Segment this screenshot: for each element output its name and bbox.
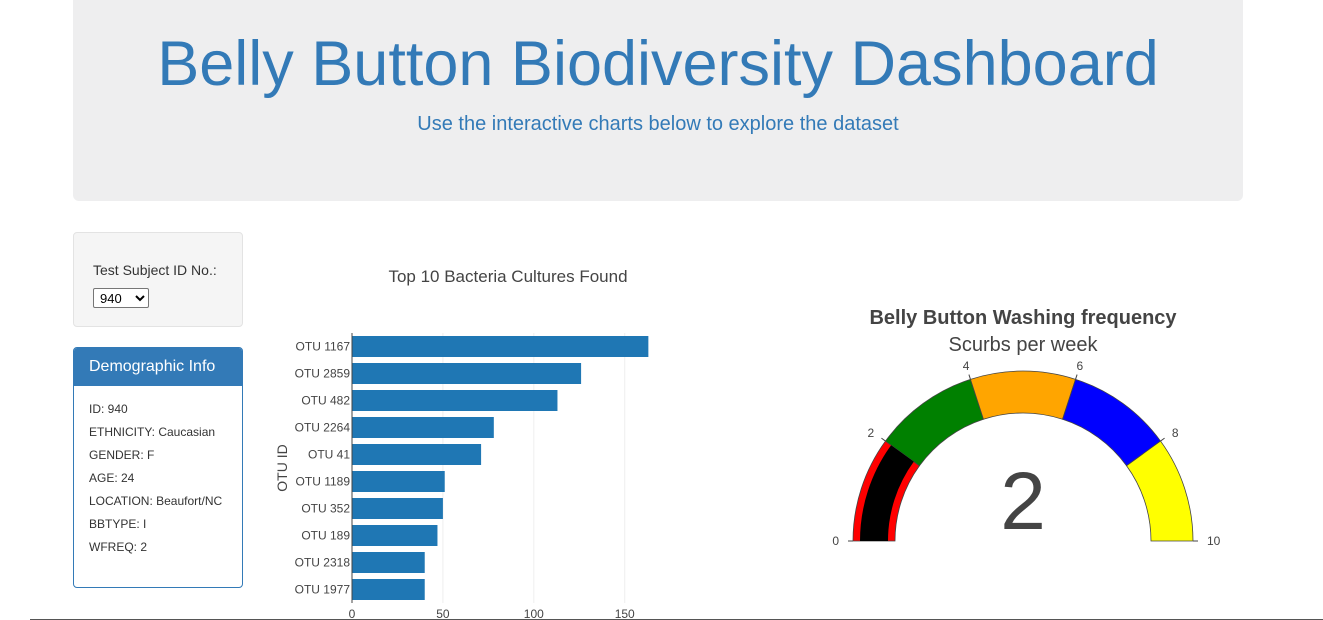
- bar[interactable]: [352, 444, 482, 465]
- bar[interactable]: [352, 498, 443, 519]
- bar[interactable]: [352, 552, 425, 573]
- y-tick-label: OTU 41: [308, 448, 350, 462]
- gauge-tick: [1160, 437, 1165, 442]
- gauge-tick-label: 4: [963, 359, 970, 373]
- demographic-panel-body: ID: 940 ETHNICITY: Caucasian GENDER: F A…: [74, 386, 242, 571]
- bar-chart[interactable]: Top 10 Bacteria Cultures Found 0 50 100 150 O…: [270, 250, 690, 620]
- bar[interactable]: [352, 471, 445, 492]
- header-jumbotron: Belly Button Biodiversity Dashboard Use …: [73, 0, 1243, 201]
- demographic-age: AGE: 24: [89, 471, 135, 485]
- bar[interactable]: [352, 336, 649, 357]
- gauge-band[interactable]: [1125, 440, 1194, 542]
- demographic-id: ID: 940: [89, 402, 128, 416]
- bar[interactable]: [352, 525, 438, 546]
- gauge-tick: [881, 437, 886, 442]
- gauge-tick-label: 6: [1077, 359, 1084, 373]
- y-tick-label: OTU 189: [301, 529, 350, 543]
- subject-id-label: Test Subject ID No.:: [93, 262, 217, 278]
- x-tick-label: 150: [615, 607, 635, 620]
- bar-chart-title: Top 10 Bacteria Cultures Found: [388, 267, 627, 286]
- gauge-tick: [1075, 374, 1078, 380]
- demographic-ethnicity: ETHNICITY: Caucasian: [89, 425, 216, 439]
- gauge-tick-label: 8: [1172, 426, 1179, 440]
- x-tick-label: 50: [436, 607, 450, 620]
- demographic-gender: GENDER: F: [89, 448, 155, 462]
- demographic-location: LOCATION: Beaufort/NC: [89, 494, 223, 508]
- gauge-tick-label: 0: [832, 534, 839, 548]
- x-tick-label: 100: [524, 607, 544, 620]
- gauge-tick-label: 10: [1207, 534, 1221, 548]
- bar[interactable]: [352, 390, 558, 411]
- demographic-panel: Demographic Info ID: 940 ETHNICITY: Cauc…: [73, 347, 243, 588]
- bar[interactable]: [352, 417, 494, 438]
- page-subtitle: Use the interactive charts below to expl…: [417, 113, 899, 135]
- demographic-wfreq: WFREQ: 2: [89, 540, 148, 554]
- gauge-tick-label: 2: [867, 426, 874, 440]
- bar[interactable]: [352, 363, 582, 384]
- gauge-value-bar: [860, 445, 914, 541]
- y-tick-label: OTU 482: [301, 394, 350, 408]
- y-tick-label: OTU 1189: [296, 475, 351, 489]
- gauge-title: Belly Button Washing frequency: [869, 307, 1177, 329]
- x-tick-label: 0: [349, 607, 356, 620]
- y-tick-label: OTU 2318: [295, 556, 351, 570]
- demographic-bbtype: BBTYPE: I: [89, 517, 147, 531]
- subject-selector-well: Test Subject ID No.: 940: [73, 232, 243, 327]
- y-tick-label: OTU 2264: [295, 421, 351, 435]
- bar[interactable]: [352, 579, 425, 600]
- gauge-subtitle: Scurbs per week: [949, 334, 1099, 356]
- subject-id-select[interactable]: 940: [93, 288, 149, 308]
- gauge-chart[interactable]: Belly Button Washing frequency Scurbs per…: [820, 295, 1240, 595]
- gauge-tick: [968, 374, 971, 380]
- page-title: Belly Button Biodiversity Dashboard: [157, 29, 1159, 99]
- gauge-value-number: 2: [1000, 456, 1046, 547]
- gauge-band[interactable]: [969, 370, 1077, 420]
- y-tick-label: OTU 1167: [296, 340, 351, 354]
- y-tick-label: OTU 1977: [295, 583, 351, 597]
- y-tick-label: OTU 2859: [295, 367, 351, 381]
- y-axis-title: OTU ID: [274, 444, 290, 491]
- y-tick-label: OTU 352: [301, 502, 350, 516]
- demographic-panel-heading: Demographic Info: [74, 348, 242, 386]
